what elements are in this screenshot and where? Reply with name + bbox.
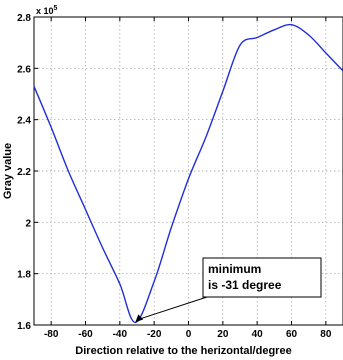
- annotation-text-line: minimum: [208, 262, 261, 276]
- y-axis-multiplier-base: x 10: [36, 6, 54, 16]
- y-axis-multiplier: x 105: [36, 5, 58, 16]
- series-group: [33, 23, 343, 324]
- annotation-arrowhead: [135, 314, 144, 323]
- x-tick-label: -20: [147, 329, 162, 340]
- x-tick-label: 60: [286, 329, 298, 340]
- x-tick-label: 0: [186, 329, 192, 340]
- annotation-text-line: is -31 degree: [208, 278, 282, 292]
- y-tick-label: 2.2: [17, 167, 31, 178]
- x-tick-label: 80: [320, 329, 332, 340]
- annotation-arrow: [138, 296, 208, 320]
- series-line: [33, 23, 343, 324]
- annotation-box: [202, 257, 322, 298]
- y-axis-multiplier-exponent: 5: [54, 5, 58, 12]
- y-tick-label: 2.6: [17, 64, 31, 75]
- x-tick-label: 20: [217, 329, 229, 340]
- x-axis-title: Direction relative to the herizontal/deg…: [75, 345, 291, 357]
- x-tick-label: -60: [78, 329, 93, 340]
- y-axis-title: Gray value: [2, 143, 14, 199]
- annotation-group: minimum is -31 degree: [135, 257, 322, 323]
- y-tick-label: 2.4: [17, 116, 31, 127]
- y-tick-label: 1.6: [17, 321, 31, 332]
- y-tick-label: 2.8: [17, 13, 31, 24]
- y-tick-label: 1.8: [17, 270, 31, 281]
- y-tick-label: 2: [25, 218, 31, 229]
- x-tick-label: 40: [252, 329, 264, 340]
- x-tick-label: -40: [113, 329, 128, 340]
- x-tick-label: -80: [44, 329, 59, 340]
- axis-ticks: -80 -60 -40 -20 0 20 40 60 80 1.6 1.8 2 2.2 2.4 2.6 2.8: [17, 13, 332, 340]
